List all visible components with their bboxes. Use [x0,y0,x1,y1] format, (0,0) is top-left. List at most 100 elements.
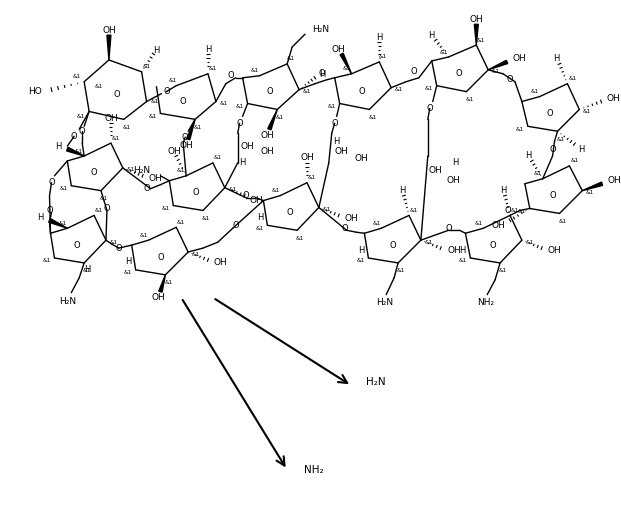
Text: O: O [342,224,348,233]
Text: &1: &1 [323,207,331,212]
Text: &1: &1 [161,206,170,211]
Text: OH: OH [606,94,620,103]
Text: &1: &1 [492,70,501,74]
Text: H₂N: H₂N [59,297,76,306]
Text: O: O [445,224,452,233]
Text: O: O [91,168,97,177]
Text: NH₂: NH₂ [304,465,324,475]
Text: H: H [459,246,465,254]
Polygon shape [488,60,508,70]
Text: &1: &1 [342,66,351,72]
Text: H: H [525,151,531,161]
Polygon shape [582,182,602,191]
Text: O: O [48,178,55,187]
Text: OH: OH [168,147,181,156]
Text: H: H [153,45,160,55]
Text: &1: &1 [168,78,176,83]
Text: O: O [79,127,86,136]
Text: &1: &1 [83,268,91,273]
Text: &1: &1 [425,239,433,245]
Text: &1: &1 [296,236,304,241]
Text: O: O [507,75,514,84]
Text: &1: &1 [42,259,51,264]
Text: &1: &1 [255,226,263,231]
Polygon shape [107,35,111,60]
Text: H: H [55,142,61,150]
Text: O: O [427,104,433,113]
Text: O: O [455,70,462,78]
Text: O: O [490,241,496,250]
Text: &1: &1 [425,86,433,91]
Text: H: H [240,159,246,167]
Text: OH: OH [152,293,165,302]
Text: O: O [390,241,396,250]
Text: &1: &1 [127,167,135,173]
Text: &1: &1 [530,89,539,94]
Text: O: O [319,70,325,78]
Text: H₂N: H₂N [134,166,150,175]
Text: O: O [546,109,553,118]
Text: H: H [452,159,459,167]
Text: &1: &1 [214,156,222,161]
Text: O: O [266,87,273,96]
Text: O: O [74,241,81,250]
Text: &1: &1 [499,268,507,273]
Text: H: H [428,31,435,40]
Text: &1: &1 [570,159,579,163]
Text: OH: OH [241,142,255,150]
Text: &1: &1 [122,125,131,130]
Text: H: H [553,55,560,63]
Polygon shape [474,24,478,45]
Polygon shape [268,110,278,130]
Text: O: O [46,206,53,215]
Text: OH: OH [104,114,118,123]
Text: O: O [104,204,111,213]
Text: HO: HO [28,87,42,96]
Text: &1: &1 [112,135,120,141]
Text: &1: &1 [511,208,519,213]
Text: &1: &1 [465,97,474,102]
Text: O: O [549,191,556,200]
Text: O: O [410,67,417,76]
Text: &1: &1 [250,68,258,73]
Text: O: O [242,191,249,200]
Text: H: H [84,265,90,274]
Text: H: H [257,213,263,222]
Text: O: O [116,244,122,252]
Text: OH: OH [148,174,162,183]
Text: H: H [319,70,325,79]
Text: O: O [157,252,164,262]
Text: OH: OH [491,221,505,230]
Text: OH: OH [429,166,443,175]
Text: O: O [193,188,199,197]
Polygon shape [66,147,84,156]
Text: OH: OH [250,196,263,205]
Text: H₂N: H₂N [366,377,386,387]
Text: &1: &1 [516,127,524,132]
Text: OH: OH [260,147,274,156]
Text: &1: &1 [148,114,156,119]
Text: H₂N: H₂N [312,25,329,34]
Text: &1: &1 [58,221,66,226]
Text: &1: &1 [110,239,118,245]
Text: H: H [376,32,383,42]
Text: OH: OH [179,141,193,149]
Text: O: O [358,87,365,96]
Text: &1: &1 [229,187,237,192]
Text: O: O [232,221,239,230]
Text: &1: &1 [124,270,132,276]
Text: &1: &1 [72,74,80,79]
Text: &1: &1 [140,233,148,238]
Text: H: H [358,246,365,254]
Text: &1: &1 [410,208,418,213]
Text: &1: &1 [209,66,217,72]
Text: H: H [333,136,340,146]
Text: H: H [125,258,132,266]
Text: H: H [205,44,211,54]
Text: O: O [332,119,338,128]
Text: O: O [287,208,294,217]
Polygon shape [340,53,351,74]
Text: &1: &1 [142,64,151,70]
Text: O: O [143,184,150,193]
Text: &1: &1 [556,136,564,142]
